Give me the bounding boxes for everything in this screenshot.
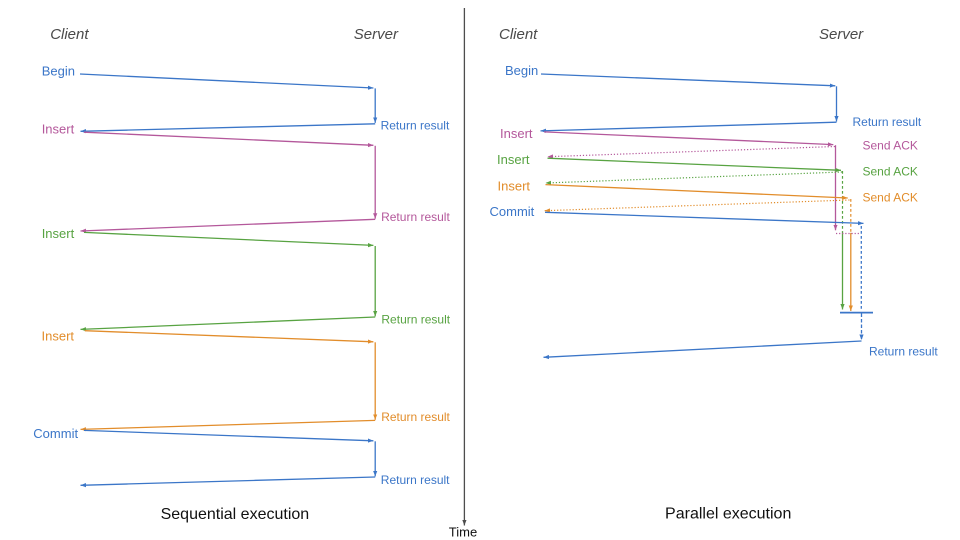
svg-text:Client: Client [499,26,538,43]
svg-text:Return result: Return result [381,119,450,133]
svg-text:Server: Server [819,26,864,43]
svg-text:Insert: Insert [497,152,530,167]
svg-text:Begin: Begin [42,63,75,78]
svg-text:Return result: Return result [869,345,938,359]
svg-text:Parallel execution: Parallel execution [665,505,791,522]
svg-text:Insert: Insert [42,121,75,136]
svg-text:Insert: Insert [498,178,531,193]
svg-text:Return result: Return result [381,210,450,224]
svg-text:Commit: Commit [490,204,535,219]
svg-text:Return result: Return result [381,312,450,326]
svg-text:Insert: Insert [42,329,75,344]
svg-text:Return result: Return result [381,473,450,487]
svg-text:Send ACK: Send ACK [863,190,918,204]
svg-text:Begin: Begin [505,63,538,78]
svg-text:Return result: Return result [381,410,450,424]
svg-text:Insert: Insert [500,126,533,141]
svg-text:Send ACK: Send ACK [863,139,918,153]
svg-text:Return result: Return result [853,115,922,129]
svg-text:Server: Server [354,26,399,43]
svg-text:Send ACK: Send ACK [863,165,918,179]
svg-text:Time: Time [449,524,477,539]
svg-text:Insert: Insert [42,226,75,241]
svg-text:Client: Client [50,26,89,43]
svg-text:Commit: Commit [33,426,78,441]
svg-text:Sequential execution: Sequential execution [161,506,310,523]
